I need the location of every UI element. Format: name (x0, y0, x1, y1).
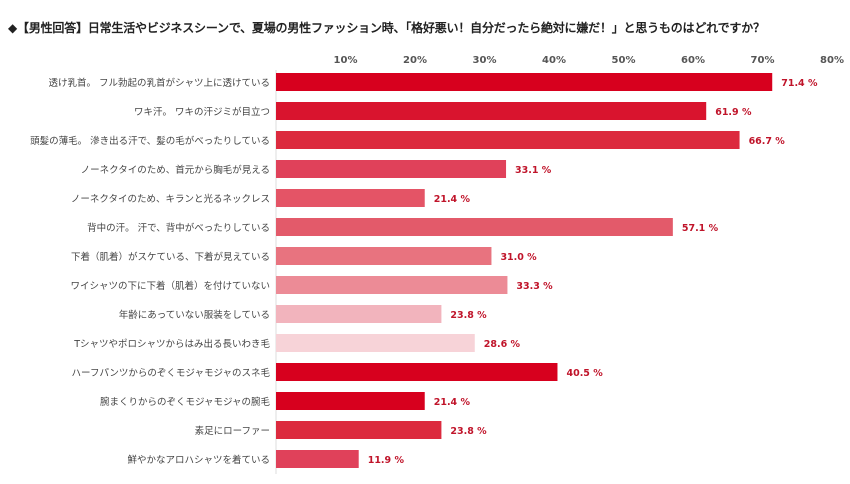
category-label: Tシャツやポロシャツからはみ出る長いわき毛 (73, 338, 270, 350)
category-label: 背中の汗。 汗で、背中がべったりしている (87, 222, 270, 234)
x-tick-label: 40% (542, 55, 566, 66)
bar (276, 131, 740, 149)
data-label: 23.8 % (450, 310, 487, 321)
bar (276, 102, 707, 120)
data-label: 21.4 % (434, 194, 471, 205)
category-label: 頭髪の薄毛。 滲き出る汗で、髪の毛がべったりしている (30, 135, 270, 147)
bar (276, 73, 773, 91)
bar (276, 247, 492, 265)
data-label: 40.5 % (566, 368, 603, 379)
bar (276, 189, 425, 207)
data-label: 31.0 % (500, 252, 537, 263)
data-label: 21.4 % (434, 397, 471, 408)
data-label: 23.8 % (450, 426, 487, 437)
bar (276, 392, 425, 410)
data-label: 28.6 % (484, 339, 521, 350)
bar (276, 276, 508, 294)
category-label: 鮮やかなアロハシャツを着ている (127, 454, 270, 466)
bar (276, 450, 359, 468)
x-tick-label: 80% (820, 55, 844, 66)
category-label: ワキ汗。 ワキの汗ジミが目立つ (134, 106, 270, 118)
data-label: 61.9 % (715, 107, 752, 118)
bar (276, 334, 475, 352)
data-label: 11.9 % (368, 455, 405, 466)
bar (276, 363, 558, 381)
x-tick-label: 70% (751, 55, 775, 66)
category-label: 素足にローファー (195, 425, 270, 437)
category-label: 透け乳首。 フル勃起の乳首がシャツ上に透けている (48, 77, 270, 89)
bar (276, 160, 507, 178)
x-tick-label: 60% (681, 55, 705, 66)
category-label: 下着（肌着）がスケている、下着が見えている (71, 251, 270, 263)
chart-title: ◆【男性回答】日常生活やビジネスシーンで、夏場の男性ファッション時、「格好悪い！… (8, 21, 765, 35)
category-label: 年齢にあっていない服装をしている (119, 309, 270, 321)
x-tick-label: 20% (403, 55, 427, 66)
data-label: 71.4 % (781, 78, 818, 89)
category-label: ワイシャツの下に下着（肌着）を付けていない (70, 280, 270, 292)
x-tick-label: 10% (334, 55, 358, 66)
data-label: 57.1 % (682, 223, 719, 234)
category-label: ノーネクタイのため、キランと光るネックレス (71, 193, 270, 205)
category-label: ハーフパンツからのぞくモジャモジャのスネ毛 (72, 367, 271, 379)
data-label: 66.7 % (749, 136, 786, 147)
bar (276, 421, 442, 439)
data-label: 33.1 % (515, 165, 552, 176)
category-label: ノーネクタイのため、首元から胸毛が見える (81, 164, 270, 176)
category-label: 腕まくりからのぞくモジャモジャの腕毛 (100, 396, 271, 408)
bar (276, 218, 673, 236)
x-tick-label: 50% (612, 55, 636, 66)
x-tick-label: 30% (473, 55, 497, 66)
bar (276, 305, 442, 323)
data-label: 33.3 % (516, 281, 553, 292)
